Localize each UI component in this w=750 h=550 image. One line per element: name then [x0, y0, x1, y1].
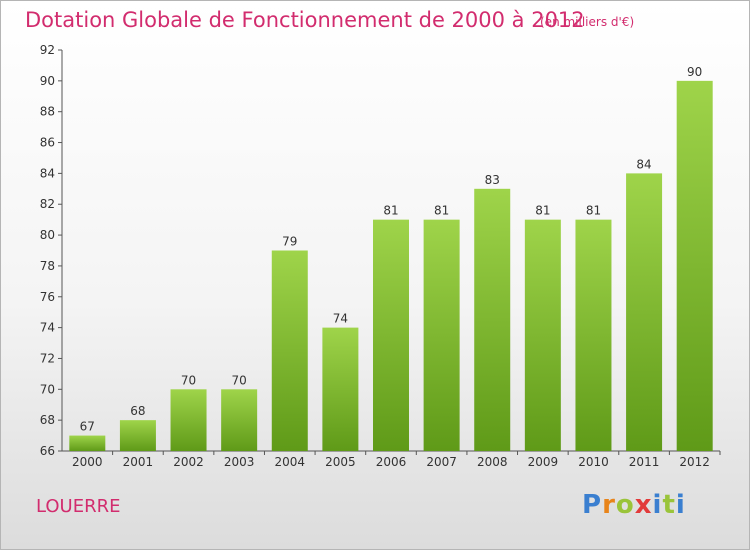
bar: [575, 219, 612, 451]
bar: [221, 389, 258, 451]
bar: [524, 219, 561, 451]
data-label: 68: [130, 404, 145, 418]
data-label: 83: [485, 173, 500, 187]
logo-letter: P: [582, 490, 603, 520]
y-tick-label: 68: [40, 413, 55, 427]
y-tick-label: 76: [40, 290, 55, 304]
y-tick-label: 90: [40, 74, 55, 88]
x-tick-label: 2007: [426, 455, 457, 469]
chart-title: Dotation Globale de Fonctionnement de 20…: [25, 8, 585, 32]
logo-letter: t: [662, 490, 676, 520]
y-tick-label: 72: [40, 351, 55, 365]
data-label: 70: [181, 373, 196, 387]
data-label: 81: [383, 204, 398, 218]
logo-letter: r: [602, 490, 616, 520]
x-tick-label: 2006: [376, 455, 407, 469]
x-tick-label: 2004: [274, 455, 305, 469]
commune-name: LOUERRE: [36, 496, 121, 517]
bar: [676, 80, 713, 451]
data-label: 79: [282, 235, 297, 249]
x-tick-label: 2003: [224, 455, 255, 469]
y-tick-label: 70: [40, 382, 55, 396]
data-label: 81: [434, 204, 449, 218]
data-label: 90: [687, 65, 702, 79]
logo-letter: x: [634, 490, 653, 520]
bar: [69, 435, 106, 451]
y-tick-label: 78: [40, 259, 55, 273]
y-tick-label: 86: [40, 136, 55, 150]
bar: [119, 420, 156, 451]
proxiti-logo: Proxiti: [582, 490, 686, 520]
data-label: 81: [586, 204, 601, 218]
x-tick-label: 2009: [528, 455, 559, 469]
y-tick-label: 84: [40, 166, 55, 180]
data-label: 84: [636, 157, 651, 171]
bar: [423, 219, 460, 451]
y-tick-label: 66: [40, 444, 55, 458]
x-tick-label: 2011: [629, 455, 660, 469]
y-tick-label: 82: [40, 197, 55, 211]
data-label: 74: [333, 312, 348, 326]
bar: [474, 188, 511, 452]
x-tick-label: 2010: [578, 455, 609, 469]
x-tick-label: 2001: [123, 455, 154, 469]
data-label: 81: [535, 204, 550, 218]
y-tick-label: 80: [40, 228, 55, 242]
x-tick-label: 2002: [173, 455, 204, 469]
chart-subtitle: (en milliers d'€): [540, 15, 635, 29]
y-tick-label: 74: [40, 321, 55, 335]
bar: [271, 250, 308, 451]
bar: [170, 389, 207, 451]
data-label: 67: [80, 420, 95, 434]
y-tick-label: 92: [40, 43, 55, 57]
logo-letter: i: [675, 490, 686, 520]
logo-letter: i: [652, 490, 663, 520]
y-tick-label: 88: [40, 105, 55, 119]
bar: [322, 327, 359, 451]
x-tick-label: 2000: [72, 455, 103, 469]
logo-letter: o: [615, 490, 635, 520]
x-tick-label: 2012: [679, 455, 710, 469]
bar: [373, 219, 409, 451]
x-tick-label: 2005: [325, 455, 356, 469]
data-label: 70: [232, 373, 247, 387]
bar: [626, 173, 663, 451]
x-tick-label: 2008: [477, 455, 508, 469]
